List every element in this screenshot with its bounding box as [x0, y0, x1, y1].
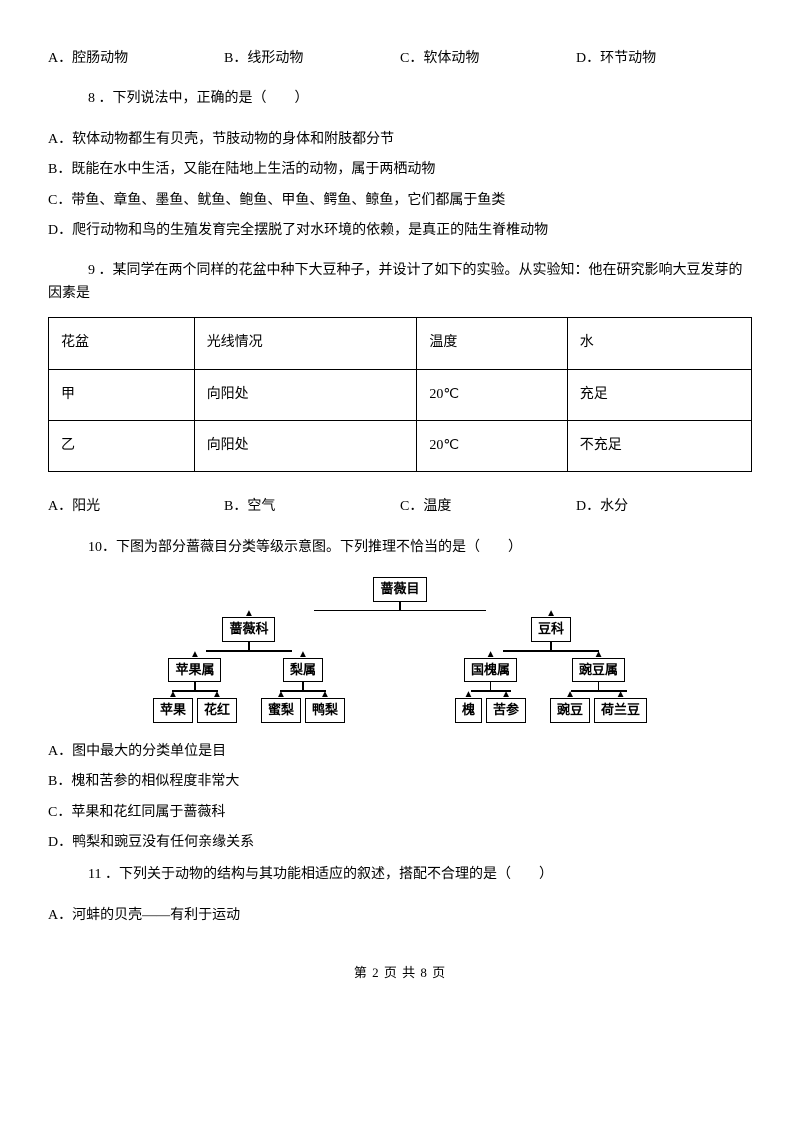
q9-opt-a: A．阳光	[48, 496, 224, 518]
tree-species: 荷兰豆	[594, 698, 647, 723]
q9-opt-c: C．温度	[400, 496, 576, 518]
q8-opt-b: B．既能在水中生活，又能在陆地上生活的动物，属于两栖动物	[48, 159, 752, 181]
q7-options: A．腔肠动物 B．线形动物 C．软体动物 D．环节动物	[48, 48, 752, 70]
q11-opt-a: A．河蚌的贝壳——有利于运动	[48, 905, 752, 927]
tree-species: 花红	[197, 698, 237, 723]
q9-options: A．阳光 B．空气 C．温度 D．水分	[48, 496, 752, 518]
tree-species: 鸭梨	[305, 698, 345, 723]
q9-opt-d: D．水分	[576, 496, 752, 518]
q10-diagram: 蔷薇目 ▲ 蔷薇科 ▲ 苹果属 ▲苹果 ▲花红	[48, 577, 752, 723]
q11-stem: 11 ．下列关于动物的结构与其功能相适应的叙述，搭配不合理的是（ ）	[48, 864, 752, 886]
q9-opt-b: B．空气	[224, 496, 400, 518]
th-temp: 温度	[417, 318, 567, 369]
q10-opt-d: D．鸭梨和豌豆没有任何亲缘关系	[48, 832, 752, 854]
q7-opt-a: A．腔肠动物	[48, 48, 224, 70]
page-footer: 第 2 页 共 8 页	[48, 963, 752, 984]
cell: 甲	[49, 369, 195, 420]
tree-genus: 梨属	[283, 658, 323, 683]
q8-stem: 8 ．下列说法中，正确的是（ ）	[48, 88, 752, 110]
q9-stem-line2: 因素是	[48, 283, 752, 305]
th-light: 光线情况	[194, 318, 417, 369]
q9-table: 花盆 光线情况 温度 水 甲 向阳处 20℃ 充足 乙 向阳处 20℃ 不充足	[48, 317, 752, 472]
cell: 乙	[49, 420, 195, 471]
table-row: 花盆 光线情况 温度 水	[49, 318, 752, 369]
tree-genus: 国槐属	[464, 658, 517, 683]
tree-genus: 豌豆属	[572, 658, 625, 683]
q8-opt-c: C．带鱼、章鱼、墨鱼、鱿鱼、鲍鱼、甲鱼、鳄鱼、鲸鱼，它们都属于鱼类	[48, 190, 752, 212]
q7-opt-d: D．环节动物	[576, 48, 752, 70]
tree-species: 苦参	[486, 698, 526, 723]
tree-root: 蔷薇目	[373, 577, 426, 602]
tree-species: 槐	[455, 698, 482, 723]
cell: 向阳处	[194, 369, 417, 420]
cell: 向阳处	[194, 420, 417, 471]
cell: 20℃	[417, 369, 567, 420]
q9-stem-text1: 9 ．某同学在两个同样的花盆中种下大豆种子，并设计了如下的实验。从实验知：他在研…	[88, 263, 743, 278]
q8-opt-a: A．软体动物都生有贝壳，节肢动物的身体和附肢都分节	[48, 129, 752, 151]
q10-opt-a: A．图中最大的分类单位是目	[48, 741, 752, 763]
q9-stem-line1: 9 ．某同学在两个同样的花盆中种下大豆种子，并设计了如下的实验。从实验知：他在研…	[48, 260, 752, 282]
q10-stem: 10．下图为部分蔷薇目分类等级示意图。下列推理不恰当的是（ ）	[48, 537, 752, 559]
tree-species: 蜜梨	[261, 698, 301, 723]
q10-opt-c: C．苹果和花红同属于蔷薇科	[48, 802, 752, 824]
th-water: 水	[567, 318, 751, 369]
table-row: 乙 向阳处 20℃ 不充足	[49, 420, 752, 471]
q8-opt-d: D．爬行动物和鸟的生殖发育完全摆脱了对水环境的依赖，是真正的陆生脊椎动物	[48, 220, 752, 242]
cell: 不充足	[567, 420, 751, 471]
q7-opt-c: C．软体动物	[400, 48, 576, 70]
th-pot: 花盆	[49, 318, 195, 369]
table-row: 甲 向阳处 20℃ 充足	[49, 369, 752, 420]
tree-species: 豌豆	[550, 698, 590, 723]
tree-species: 苹果	[153, 698, 193, 723]
tree-family: 豆科	[531, 617, 571, 642]
q10-opt-b: B．槐和苦参的相似程度非常大	[48, 771, 752, 793]
tree-family: 蔷薇科	[222, 617, 275, 642]
q7-opt-b: B．线形动物	[224, 48, 400, 70]
cell: 20℃	[417, 420, 567, 471]
cell: 充足	[567, 369, 751, 420]
tree-genus: 苹果属	[168, 658, 221, 683]
